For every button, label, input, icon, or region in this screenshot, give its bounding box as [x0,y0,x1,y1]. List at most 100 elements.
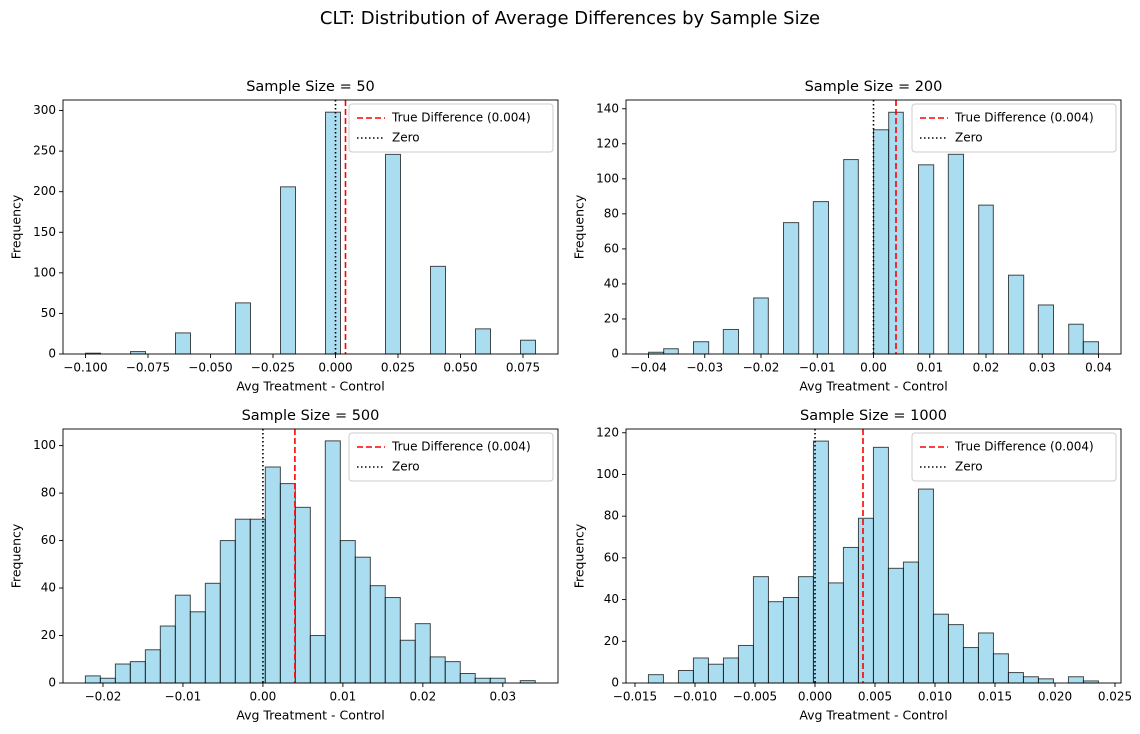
bar [114,663,131,684]
x-tick-label: −0.005 [733,690,777,704]
axes: −0.015 −0.010 −0.005 0.000 0.005 0.010 0.015 0.… [572,408,1133,723]
bar [474,677,491,684]
y-tick-label: 0 [611,676,619,690]
y-tick-label: 80 [41,486,56,500]
bar [429,656,446,684]
y-tick-label: 0 [48,347,56,361]
legend: True Difference (0.004) Zero [911,432,1117,482]
x-tick-label: 0.04 [1085,361,1112,375]
legend-frame [911,432,1117,482]
y-tick-label: 80 [604,509,619,523]
bar [279,483,296,684]
x-tick-label: 0.00 [860,361,887,375]
bar [722,328,739,355]
x-tick-label: −0.02 [85,690,122,704]
bar [444,661,461,684]
axes: −0.02 −0.01 0.00 0.01 0.02 0.03 0 20 40 60 80 100 Sa… [9,408,559,723]
y-tick-label: 200 [33,184,56,198]
y-tick-label: 250 [33,144,56,158]
y-tick-label: 20 [604,634,619,648]
bar [827,582,844,684]
y-tick-label: 100 [33,265,56,279]
bar [918,164,935,355]
bar [489,677,506,684]
bar [399,639,416,684]
x-tick-label: −0.01 [165,690,202,704]
x-tick-label: −0.02 [743,361,780,375]
y-axis-label: Frequency [572,523,587,588]
figure-title: CLT: Distribution of Average Differences… [320,8,820,29]
bar [962,647,979,684]
x-tick-label: 0.03 [1029,361,1056,375]
legend: True Difference (0.004) Zero [348,432,554,482]
x-tick-label: 0.03 [489,690,516,704]
bar [204,582,221,684]
bar [414,623,431,684]
bar [947,624,964,684]
bar [917,488,934,684]
legend-label: True Difference (0.004) [954,111,1094,125]
x-axis-label: Avg Treatment - Control [236,379,384,394]
x-tick-label: −0.075 [126,361,170,375]
bar [369,585,386,684]
y-tick-label: 60 [604,550,619,564]
legend: True Difference (0.004) Zero [911,103,1117,153]
y-tick-label: 0 [611,347,619,361]
x-tick-label: 0.00 [250,690,277,704]
y-tick-label: 120 [596,425,619,439]
bar [309,635,326,684]
bar [722,657,739,684]
x-tick-label: −0.04 [630,361,667,375]
bar [129,661,146,684]
y-tick-label: 40 [41,581,56,595]
bar [385,153,401,355]
legend-label: Zero [955,460,983,474]
bar [857,517,874,684]
bar [797,576,814,684]
axes-title: Sample Size = 50 [246,79,375,95]
x-axis-label: Avg Treatment - Control [799,708,947,723]
x-tick-label: 0.025 [1098,690,1132,704]
bar [234,518,251,684]
bar [219,540,236,684]
y-axis-label: Frequency [572,194,587,259]
bar [384,597,401,684]
x-tick-label: −0.025 [251,361,295,375]
bar [475,328,491,355]
x-tick-label: −0.100 [63,361,107,375]
x-axis-label: Avg Treatment - Control [799,379,947,394]
x-tick-label: 0.075 [506,361,540,375]
y-tick-label: 60 [604,241,619,255]
bar [354,556,371,684]
legend-label: Zero [955,131,983,145]
bar [430,265,446,355]
y-tick-label: 100 [596,467,619,481]
bar [812,201,829,355]
bar [459,673,476,684]
bar [189,611,206,684]
legend-frame [911,103,1117,153]
axes: −0.100 −0.075 −0.050 −0.025 0.000 0.025 0.050 0… [9,79,559,394]
bar [144,649,161,684]
bar [692,657,709,684]
y-tick-label: 140 [596,101,619,115]
x-tick-label: 0.015 [978,690,1012,704]
x-tick-label: 0.050 [443,361,477,375]
x-tick-label: 0.025 [381,361,415,375]
legend-label: Zero [392,131,420,145]
legend-frame [348,432,554,482]
bar [235,302,251,355]
x-tick-label: 0.010 [918,690,952,704]
bar [174,594,191,684]
bar [84,675,101,684]
x-tick-label: 0.000 [798,690,832,704]
bar [1008,274,1025,355]
legend-label: Zero [392,460,420,474]
bar [175,332,191,355]
bar [767,601,784,684]
bar [752,576,769,684]
axes-title: Sample Size = 1000 [800,408,947,424]
legend-label: True Difference (0.004) [391,440,531,454]
axes-frame [625,428,1122,684]
x-tick-label: 0.020 [1038,690,1072,704]
